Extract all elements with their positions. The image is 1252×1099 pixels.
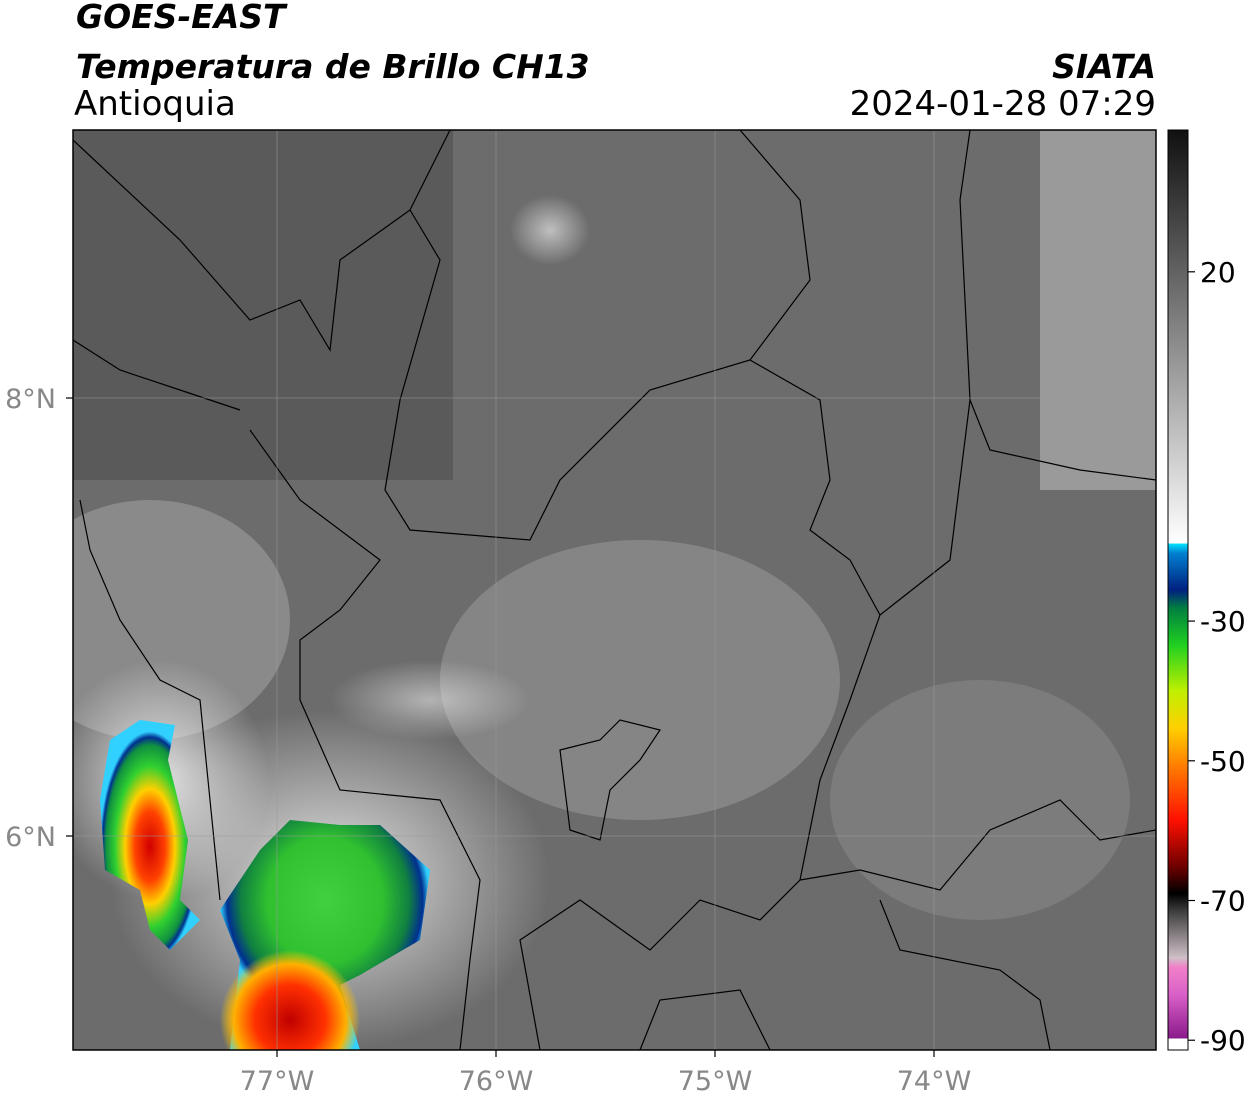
colorbar: [1167, 129, 1189, 1051]
lat-label: 6°N: [5, 822, 56, 853]
datetime: 2024-01-28 07:29: [850, 84, 1156, 124]
title: GOES-EAST: [76, 0, 288, 36]
colorbar-ticks: 20 -30 -50 -70 -90: [1188, 256, 1246, 1057]
colorbar-tick-label: -50: [1200, 745, 1246, 778]
colorbar-tick-label: -90: [1200, 1024, 1246, 1057]
source: SIATA: [1052, 47, 1156, 86]
satellite-image: [73, 130, 1156, 1050]
lat-label: 8°N: [5, 384, 56, 415]
lon-label: 77°W: [240, 1066, 315, 1097]
lon-label: 74°W: [897, 1066, 972, 1097]
lon-label: 76°W: [459, 1066, 534, 1097]
region: Antioquia: [74, 84, 236, 124]
subtitle: Temperatura de Brillo CH13: [76, 47, 590, 86]
lat-lon-ticks: [66, 397, 935, 1057]
map-frame: [72, 129, 1157, 1051]
colorbar-tick-label: 20: [1200, 256, 1236, 289]
colorbar-tick-label: -70: [1200, 885, 1246, 918]
colorbar-tick-label: -30: [1200, 605, 1246, 638]
lon-label: 75°W: [678, 1066, 753, 1097]
